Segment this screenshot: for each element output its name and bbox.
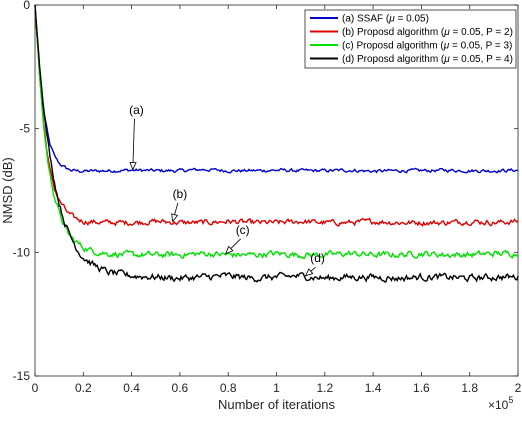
series-line-a <box>34 4 519 174</box>
annotation-label-d: (d) <box>310 251 325 265</box>
x-tick-label: 0.8 <box>220 381 237 395</box>
annotation-label-a: (a) <box>129 103 144 117</box>
legend-entry-mu: μ <box>443 54 450 65</box>
legend-entry-mu: μ <box>388 14 395 25</box>
x-tick-label: 0 <box>32 381 39 395</box>
y-tick-label: 0 <box>23 0 30 12</box>
series-line-d <box>34 4 519 283</box>
x-tick-label: 0.6 <box>172 381 189 395</box>
legend-entry-rest: = 0.05, P = 2) <box>450 27 513 38</box>
x-tick-label: 1.6 <box>413 381 430 395</box>
legend-box <box>304 9 517 69</box>
y-tick-label: -5 <box>19 122 30 136</box>
annotation-arrowhead <box>304 268 314 277</box>
x-tick-label: 1.4 <box>365 381 382 395</box>
x-axis-exponent-base: ×10 <box>488 398 509 412</box>
series-layer <box>34 4 519 283</box>
y-tick-label: -15 <box>13 369 31 383</box>
legend-entry-mu: μ <box>443 41 450 52</box>
legend-entry-mu: μ <box>443 27 450 38</box>
annotation-arrowhead <box>129 161 137 171</box>
legend-entry-prefix: (c) Proposd algorithm ( <box>342 41 444 52</box>
x-tick-label: 1.8 <box>461 381 478 395</box>
legend-entry-c: (c) Proposd algorithm (μ = 0.05, P = 3) <box>342 41 512 52</box>
legend-entry-rest: = 0.05, P = 4) <box>450 54 513 65</box>
x-axis-label: Number of iterations <box>218 397 336 412</box>
series-line-c <box>34 4 519 260</box>
annotation-label-b: (b) <box>173 187 188 201</box>
x-tick-label: 0.4 <box>123 381 140 395</box>
x-axis-exponent-power: 5 <box>508 395 513 405</box>
legend-entry-prefix: (a) SSAF ( <box>342 14 390 25</box>
legend-entry-rest: = 0.05) <box>395 14 429 25</box>
legend-entry-b: (b) Proposd algorithm (μ = 0.05, P = 2) <box>342 27 513 38</box>
annotation-arrow-line <box>132 118 135 170</box>
x-tick-label: 0.2 <box>75 381 92 395</box>
annotation-arrowhead <box>225 245 234 255</box>
legend-entry-prefix: (d) Proposd algorithm ( <box>342 54 445 65</box>
x-tick-label: 1.2 <box>316 381 333 395</box>
y-tick-label: -10 <box>13 245 31 259</box>
legend-entry-a: (a) SSAF (μ = 0.05) <box>342 14 429 25</box>
legend-entry-rest: = 0.05, P = 3) <box>449 41 512 52</box>
legend: (a) SSAF (μ = 0.05)(b) Proposd algorithm… <box>304 9 517 69</box>
annotation-label-c: (c) <box>236 223 250 237</box>
x-axis-exponent: ×105 <box>488 395 513 412</box>
annotation-layer: (a) (b) (c) (d) <box>129 103 325 277</box>
annotation-arrowhead <box>171 213 179 223</box>
series-line-b <box>34 4 519 227</box>
legend-entry-d: (d) Proposd algorithm (μ = 0.05, P = 4) <box>342 54 513 65</box>
y-axis-label: NMSD (dB) <box>0 157 15 223</box>
legend-entry-prefix: (b) Proposd algorithm ( <box>342 27 445 38</box>
axes-layer: 0 0.2 0.4 0.6 0.8 1 1.2 1.4 1.6 1.8 2 0 -5 -10 -15 <box>13 0 522 395</box>
x-tick-label: 1 <box>273 381 280 395</box>
x-tick-label: 2 <box>515 381 522 395</box>
